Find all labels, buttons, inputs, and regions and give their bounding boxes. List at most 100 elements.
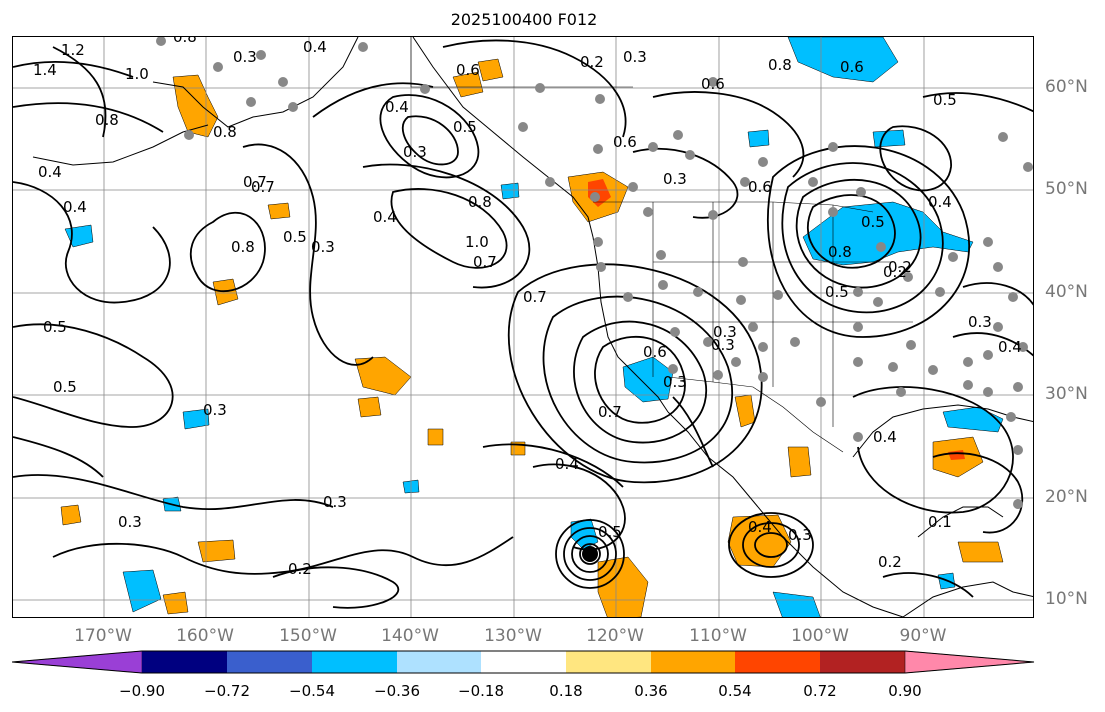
colorbar-segment: [312, 651, 397, 673]
shade-positive-west-2: [162, 591, 189, 615]
shade-positive-mid-2: [427, 428, 444, 446]
contour-label: 0.8: [768, 56, 792, 74]
contour-label: 0.4: [998, 338, 1022, 356]
station-dot: [1013, 445, 1023, 455]
contour-label: 0.6: [701, 75, 725, 93]
lat-label-10n: 10°N: [1045, 589, 1088, 609]
colorbar-segment: [651, 651, 735, 673]
lon-label-150w: 150°W: [279, 626, 337, 646]
station-dot: [853, 322, 863, 332]
station-dot: [656, 250, 666, 260]
contour-line: [242, 143, 374, 366]
station-dot: [993, 322, 1003, 332]
contour-line: [594, 335, 686, 424]
shade-positive-west-1: [60, 504, 82, 526]
contour-line: [189, 211, 266, 293]
lon-label-110w: 110°W: [689, 626, 747, 646]
station-dot: [1013, 382, 1023, 392]
contour-ring: [579, 543, 601, 565]
station-dot: [816, 397, 826, 407]
contour-line: [952, 332, 1033, 357]
station-dot: [963, 380, 973, 390]
colorbar-tick-label: −0.90: [119, 682, 165, 700]
station-dot: [758, 342, 768, 352]
station-dot: [643, 207, 653, 217]
coastline-baja: [667, 411, 759, 508]
station-dot: [535, 83, 545, 93]
contour-line: [390, 188, 508, 269]
contour-line: [932, 452, 1024, 534]
shade-negative-west-2: [122, 569, 162, 613]
lon-label-130w: 130°W: [484, 626, 542, 646]
station-dot: [256, 50, 266, 60]
lat-label-60n: 60°N: [1045, 77, 1088, 97]
contour-label: 0.8: [95, 111, 119, 129]
station-dot: [948, 252, 958, 262]
contour-lines: [13, 39, 1033, 609]
station-dot: [590, 192, 600, 202]
contour-ring: [555, 519, 625, 589]
station-markers: [156, 37, 1033, 509]
shade-positive-alaska: [172, 74, 219, 138]
contour-line: [795, 178, 922, 289]
contour-ring: [754, 532, 788, 558]
contour-label: 0.5: [825, 283, 849, 301]
contour-label: 0.7: [473, 253, 497, 271]
colorbar-segment: [820, 651, 905, 673]
contour-line: [13, 60, 134, 78]
station-dot: [685, 150, 695, 160]
contour-label: 0.2: [888, 258, 912, 276]
shade-positive-mexico-2: [787, 446, 812, 478]
station-dot: [876, 242, 886, 252]
station-dot: [693, 287, 703, 297]
contour-label: 0.4: [373, 208, 397, 226]
contour-label: 0.2: [883, 263, 907, 281]
contour-label: 0.4: [385, 98, 409, 116]
lon-label-170w: 170°W: [74, 626, 132, 646]
station-dot: [246, 97, 256, 107]
lat-label-20n: 20°N: [1045, 487, 1088, 507]
contour-label: 1.0: [125, 65, 149, 83]
colorbar-segment: [397, 651, 481, 673]
station-dot: [758, 372, 768, 382]
shade-negative-canada-2: [872, 129, 906, 148]
station-dot: [983, 237, 993, 247]
contour-label: 1.0: [465, 233, 489, 251]
contour-label: 0.5: [598, 523, 622, 541]
colorbar-segment: [142, 651, 227, 673]
shade-positive-west-3: [197, 539, 236, 563]
station-dot: [673, 130, 683, 140]
station-dot: [420, 84, 430, 94]
contour-label: 0.3: [118, 513, 142, 531]
station-dot: [658, 280, 668, 290]
station-dot: [708, 77, 718, 87]
shade-positive-caribbean: [957, 541, 1004, 563]
station-dot: [278, 77, 288, 87]
station-dot: [928, 365, 938, 375]
station-dot: [593, 144, 603, 154]
lat-label-30n: 30°N: [1045, 384, 1088, 404]
colorbar-tick-label: 0.72: [803, 682, 837, 700]
contour-line: [542, 295, 734, 464]
contour-label: 0.5: [861, 213, 885, 231]
shade-positive-south: [597, 556, 649, 617]
border-us-canada: [593, 201, 874, 213]
contour-label: 0.3: [203, 401, 227, 419]
contour-label: 0.2: [878, 553, 902, 571]
station-dot: [703, 337, 713, 347]
contour-line: [852, 386, 1014, 514]
shade-positive-central-6: [477, 58, 504, 82]
station-dot: [906, 340, 916, 350]
contour-label: 0.5: [43, 318, 67, 336]
contour-label: 0.3: [711, 336, 735, 354]
contour-line: [672, 396, 714, 468]
station-dot: [1018, 342, 1028, 352]
contour-label: 0.8: [468, 193, 492, 211]
contour-line: [362, 163, 531, 289]
colorbar: [12, 650, 1035, 674]
station-dot: [963, 357, 973, 367]
shade-positive-central-5: [452, 71, 484, 98]
contour-label: 0.4: [555, 455, 579, 473]
contour-label: 0.8: [828, 243, 852, 261]
station-dot: [853, 432, 863, 442]
